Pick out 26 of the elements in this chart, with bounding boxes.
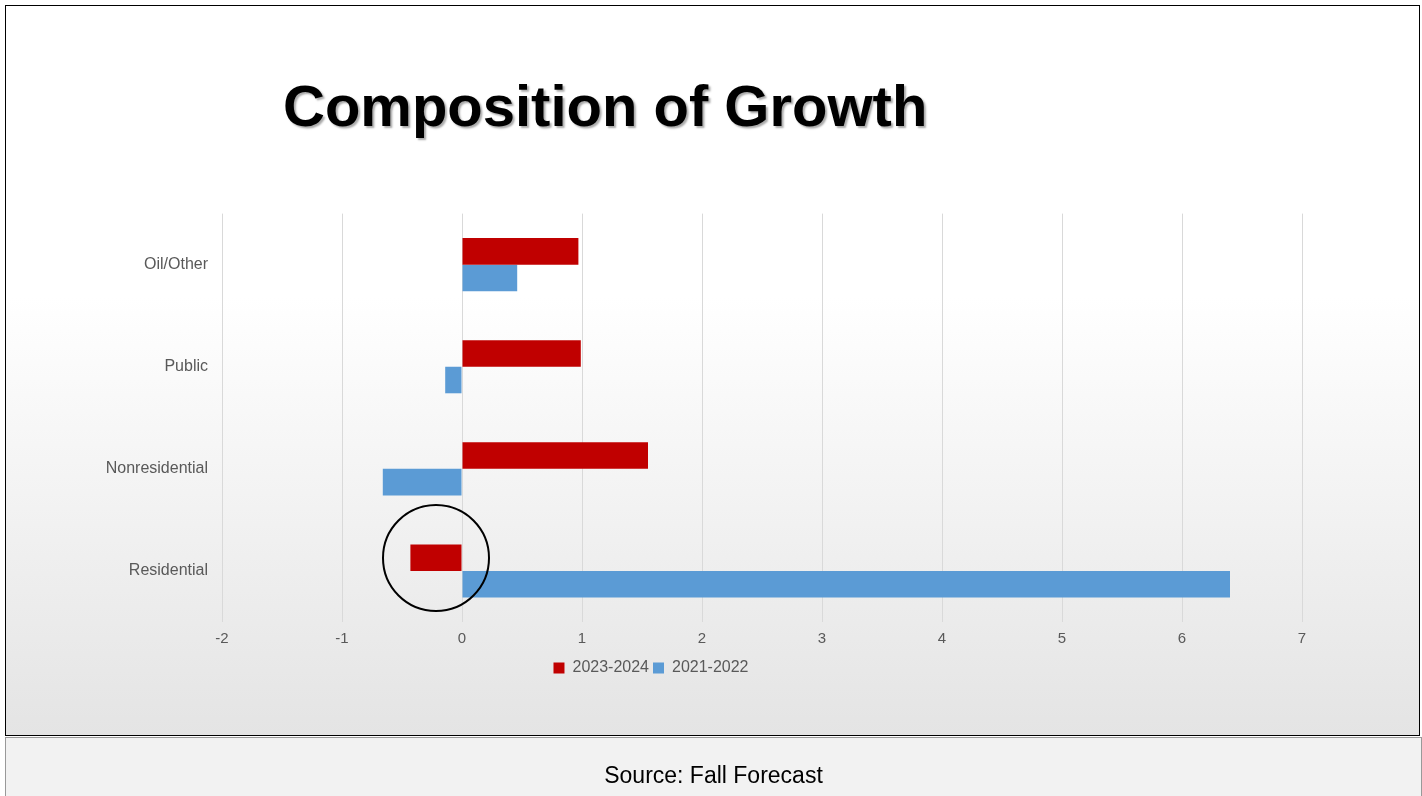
x-tick-label: 3 xyxy=(817,629,827,647)
y-tick-label: Nonresidential xyxy=(105,459,208,477)
x-tick-label: 0 xyxy=(457,629,467,647)
bar xyxy=(462,570,1230,598)
bar xyxy=(410,544,462,571)
y-tick-label: Public xyxy=(164,357,208,375)
x-tick-label: 4 xyxy=(937,629,947,647)
bar xyxy=(462,264,518,292)
source-note: Source: Fall Forecast xyxy=(5,737,1422,796)
bar xyxy=(382,468,462,496)
bar xyxy=(445,366,462,394)
legend-label: 2021-2022 xyxy=(672,658,749,676)
chart-title: Composition of Growth xyxy=(283,72,928,139)
legend-label: 2023-2024 xyxy=(572,658,650,676)
x-tick-label: 5 xyxy=(1057,629,1067,647)
x-tick-label: -2 xyxy=(215,629,229,647)
x-tick-label: 1 xyxy=(577,629,587,647)
bar xyxy=(462,442,648,469)
x-tick-label: 2 xyxy=(697,629,707,647)
x-tick-label: 7 xyxy=(1297,629,1307,647)
x-tick-label: -1 xyxy=(335,629,349,647)
x-tick-label: 6 xyxy=(1177,629,1187,647)
bar xyxy=(462,238,579,265)
y-tick-label: Oil/Other xyxy=(143,255,209,273)
y-tick-label: Residential xyxy=(128,561,208,579)
bar xyxy=(462,340,581,367)
